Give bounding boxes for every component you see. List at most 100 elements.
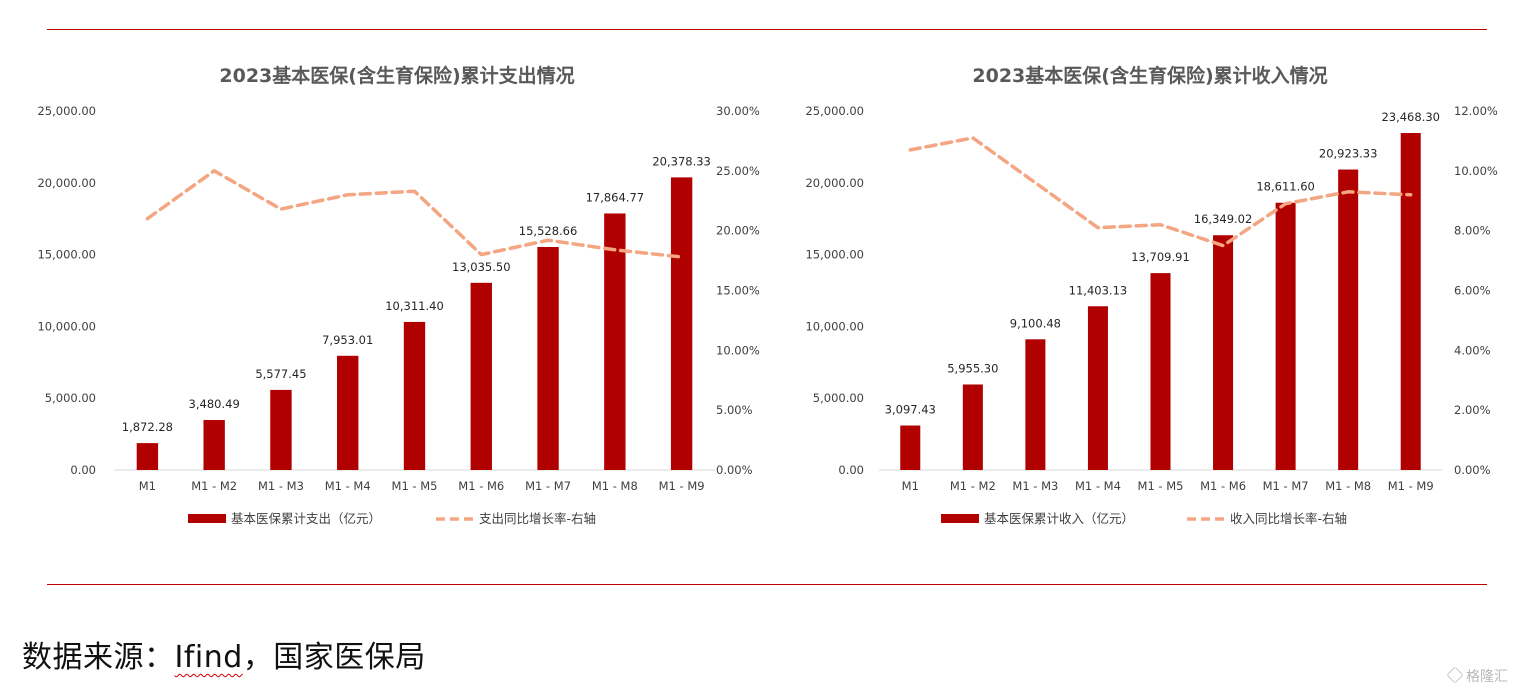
y2-tick-label: 8.00% (1454, 224, 1491, 238)
x-tick-label: M1 - M4 (1075, 479, 1121, 493)
y-tick-label: 5,000.00 (45, 391, 96, 405)
y-tick-label: 25,000.00 (37, 104, 96, 118)
chart-1: 2023基本医保(含生育保险)累计支出情况 0.00 5,000.00 10,000.… (37, 64, 759, 526)
y-tick-label: 25,000.00 (805, 104, 864, 118)
legend-line-label: 收入同比增长率-右轴 (1230, 511, 1347, 526)
bar-value-label: 10,311.40 (385, 299, 444, 313)
bar-value-label: 7,953.01 (322, 333, 373, 347)
y2-tick-label: 15.00% (716, 284, 760, 298)
chart-title: 2023基本医保(含生育保险)累计支出情况 (219, 64, 574, 87)
bar (1338, 169, 1359, 470)
bar (403, 321, 426, 470)
x-tick-label: M1 - M7 (1263, 479, 1309, 493)
bar-value-label: 15,528.66 (519, 224, 578, 238)
bar (270, 389, 292, 470)
bar (900, 425, 921, 470)
bar-value-label: 17,864.77 (586, 190, 645, 204)
charts-canvas: 2023基本医保(含生育保险)累计支出情况 0.00 5,000.00 10,000.… (37, 64, 1497, 526)
y2-tick-label: 5.00% (716, 403, 753, 417)
top-divider (47, 29, 1487, 30)
bar-value-label: 3,097.43 (885, 403, 936, 417)
x-tick-label: M1 - M9 (659, 479, 705, 493)
bar (1400, 132, 1421, 470)
y2-tick-label: 10.00% (716, 343, 760, 357)
y-tick-label: 15,000.00 (37, 248, 96, 262)
bar (1275, 202, 1296, 470)
bar (1087, 306, 1108, 470)
bar-value-label: 5,955.30 (947, 361, 998, 375)
bar-value-label: 9,100.48 (1010, 316, 1061, 330)
bar (604, 213, 626, 470)
x-tick-label: M1 - M5 (392, 479, 438, 493)
x-tick-label: M1 - M4 (325, 479, 371, 493)
y-tick-label: 15,000.00 (805, 248, 864, 262)
y2-tick-label: 0.00% (1454, 463, 1491, 477)
x-tick-label: M1 - M2 (950, 479, 996, 493)
source-ifind: Ifind (174, 640, 243, 675)
y2-tick-label: 20.00% (716, 224, 760, 238)
watermark-text: 格隆汇 (1466, 669, 1508, 685)
gelonghui-logo-icon (1446, 666, 1464, 684)
y-tick-label: 20,000.00 (37, 176, 96, 190)
y-tick-label: 0.00 (70, 463, 96, 477)
y-tick-label: 5,000.00 (813, 391, 864, 405)
bar (1025, 339, 1046, 470)
x-tick-label: M1 - M3 (1012, 479, 1058, 493)
x-tick-label: M1 - M3 (258, 479, 304, 493)
chart-title: 2023基本医保(含生育保险)累计收入情况 (972, 64, 1327, 87)
bar (670, 177, 693, 470)
legend-bar-label: 基本医保累计支出（亿元） (231, 511, 381, 526)
growth-rate-line (145, 169, 684, 259)
bar-value-label: 23,468.30 (1381, 110, 1440, 124)
y-tick-label: 0.00 (838, 463, 864, 477)
source-suffix: ，国家医保局 (242, 640, 426, 675)
bar-value-label: 13,035.50 (452, 260, 511, 274)
x-tick-label: M1 - M6 (458, 479, 504, 493)
bottom-divider (47, 584, 1487, 585)
watermark: 格隆汇 (1446, 666, 1508, 686)
bar (537, 247, 559, 470)
bar-value-label: 3,480.49 (189, 397, 240, 411)
y2-tick-label: 2.00% (1454, 403, 1491, 417)
bar-value-label: 20,923.33 (1319, 147, 1378, 161)
y2-tick-label: 10.00% (1454, 164, 1498, 178)
bar (337, 355, 359, 470)
bar (136, 443, 159, 470)
bar (1150, 273, 1171, 470)
source-prefix: 数据来源： (22, 640, 175, 675)
bar (962, 384, 983, 470)
x-tick-label: M1 - M7 (525, 479, 571, 493)
legend-bar-swatch (941, 514, 979, 523)
x-tick-label: M1 - M8 (592, 479, 638, 493)
y2-tick-label: 6.00% (1454, 284, 1491, 298)
x-tick-label: M1 - M2 (191, 479, 237, 493)
bar-value-label: 20,378.33 (652, 154, 711, 168)
x-tick-label: M1 (139, 479, 156, 493)
bar (470, 282, 492, 470)
y2-tick-label: 30.00% (716, 104, 760, 118)
bar-value-label: 1,872.28 (122, 420, 173, 434)
y-tick-label: 20,000.00 (805, 176, 864, 190)
x-tick-label: M1 - M8 (1325, 479, 1371, 493)
chart-2: 2023基本医保(含生育保险)累计收入情况 0.00 5,000.00 10,000.… (805, 64, 1497, 526)
legend-bar-label: 基本医保累计收入（亿元） (984, 511, 1134, 526)
bar-value-label: 16,349.02 (1194, 212, 1253, 226)
bar-value-label: 11,403.13 (1069, 283, 1128, 297)
x-tick-label: M1 - M6 (1200, 479, 1246, 493)
bar-value-label: 13,709.91 (1131, 250, 1190, 264)
y-tick-label: 10,000.00 (805, 319, 864, 333)
y2-tick-label: 4.00% (1454, 343, 1491, 357)
x-tick-label: M1 - M9 (1388, 479, 1434, 493)
bar-value-label: 18,611.60 (1256, 180, 1315, 194)
legend-bar-swatch (188, 514, 226, 523)
x-tick-label: M1 (902, 479, 919, 493)
y2-tick-label: 25.00% (716, 164, 760, 178)
bar (203, 420, 225, 470)
bar (1213, 235, 1234, 470)
legend-line-label: 支出同比增长率-右轴 (479, 511, 596, 526)
y-tick-label: 10,000.00 (37, 319, 96, 333)
x-tick-label: M1 - M5 (1138, 479, 1184, 493)
y2-tick-label: 0.00% (716, 463, 753, 477)
source-note: 数据来源：Ifind，国家医保局 (22, 632, 426, 676)
y2-tick-label: 12.00% (1454, 104, 1498, 118)
